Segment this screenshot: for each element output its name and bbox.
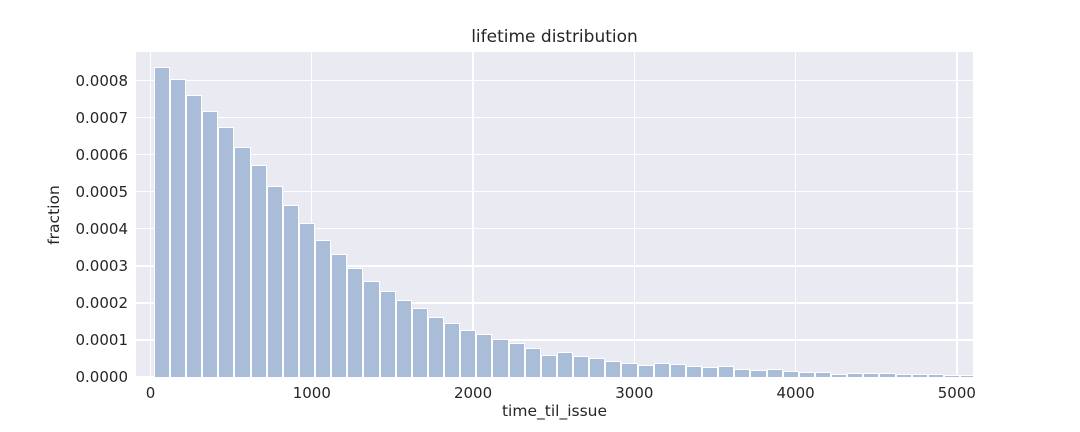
y-tick-label: 0.0006 bbox=[75, 145, 129, 164]
y-gridline bbox=[136, 116, 973, 119]
y-gridline bbox=[136, 191, 973, 193]
histogram-bar bbox=[347, 268, 364, 377]
y-gridline bbox=[136, 302, 973, 304]
y-tick-label: 0.0002 bbox=[75, 293, 129, 312]
y-gridline bbox=[136, 79, 973, 82]
histogram-bar bbox=[331, 254, 348, 377]
histogram-bar bbox=[234, 147, 251, 377]
histogram-bar bbox=[411, 308, 428, 377]
histogram-bar bbox=[427, 316, 445, 377]
chart-title: lifetime distribution bbox=[471, 27, 638, 47]
x-gridline bbox=[633, 52, 636, 377]
histogram-bar bbox=[218, 127, 235, 377]
histogram-bar bbox=[298, 223, 315, 377]
histogram-bar bbox=[444, 323, 461, 377]
histogram-bar bbox=[863, 373, 880, 377]
x-gridline bbox=[794, 52, 797, 377]
histogram-bar bbox=[524, 348, 541, 377]
histogram-bar bbox=[750, 369, 767, 377]
histogram-bar bbox=[653, 362, 670, 377]
y-gridline bbox=[136, 265, 973, 267]
histogram-bar bbox=[395, 299, 412, 377]
histogram-bar bbox=[476, 334, 493, 377]
histogram-bar bbox=[895, 374, 912, 377]
histogram-bar bbox=[927, 374, 944, 377]
y-gridline bbox=[136, 339, 973, 341]
histogram-bar bbox=[460, 329, 477, 377]
x-axis-label: time_til_issue bbox=[501, 402, 608, 420]
histogram-bar bbox=[734, 368, 751, 377]
x-tick-label: 5000 bbox=[937, 384, 976, 402]
y-gridline bbox=[136, 153, 973, 156]
histogram-bar bbox=[637, 364, 654, 377]
histogram-bar bbox=[669, 364, 686, 377]
y-tick-label: 0.0005 bbox=[75, 182, 129, 201]
histogram-bar bbox=[315, 239, 332, 377]
histogram-bar bbox=[185, 95, 203, 377]
histogram-bar bbox=[363, 280, 380, 377]
x-tick-label: 3000 bbox=[615, 384, 654, 402]
histogram-bar bbox=[831, 373, 848, 377]
histogram-bar bbox=[798, 372, 815, 377]
histogram-bar bbox=[943, 374, 961, 377]
y-tick-label: 0.0008 bbox=[75, 71, 129, 90]
histogram-bar bbox=[766, 369, 783, 377]
histogram-bar bbox=[847, 373, 864, 377]
histogram-bar bbox=[960, 374, 973, 377]
histogram-bar bbox=[556, 352, 574, 377]
histogram-bar bbox=[266, 186, 283, 377]
histogram-bar bbox=[621, 362, 638, 377]
y-tick-label: 0.0004 bbox=[75, 219, 129, 238]
x-gridline bbox=[956, 52, 958, 377]
histogram-bar bbox=[782, 371, 799, 377]
histogram-bar bbox=[702, 367, 719, 377]
histogram-bar bbox=[605, 361, 622, 377]
x-tick-label: 0 bbox=[145, 384, 156, 402]
histogram-bar bbox=[814, 372, 832, 377]
y-tick-label: 0.0000 bbox=[75, 368, 129, 386]
histogram-bar bbox=[508, 342, 525, 377]
histogram-bar bbox=[202, 111, 219, 377]
plot-area bbox=[136, 52, 973, 377]
histogram-bar bbox=[250, 165, 267, 377]
y-tick-label: 0.0007 bbox=[75, 108, 129, 127]
histogram-bar bbox=[718, 366, 735, 377]
x-gridline bbox=[311, 52, 313, 377]
x-gridline bbox=[472, 52, 474, 377]
x-gridline bbox=[149, 52, 152, 377]
histogram-bar bbox=[282, 204, 299, 377]
histogram-bar bbox=[169, 79, 186, 377]
histogram-bar bbox=[153, 66, 170, 377]
histogram-bar bbox=[540, 355, 557, 377]
histogram-bar bbox=[685, 365, 703, 377]
histogram-bar bbox=[879, 373, 896, 377]
histogram-bar bbox=[492, 339, 509, 377]
y-tick-label: 0.0003 bbox=[75, 256, 129, 275]
histogram-bar bbox=[589, 358, 606, 377]
x-tick-label: 1000 bbox=[292, 384, 331, 402]
y-gridline bbox=[136, 228, 973, 230]
histogram-bar bbox=[911, 374, 928, 377]
y-tick-label: 0.0001 bbox=[75, 330, 129, 349]
x-tick-label: 2000 bbox=[453, 384, 493, 402]
histogram-bar bbox=[379, 291, 396, 377]
histogram-bar bbox=[573, 355, 590, 377]
x-tick-label: 4000 bbox=[776, 384, 815, 402]
